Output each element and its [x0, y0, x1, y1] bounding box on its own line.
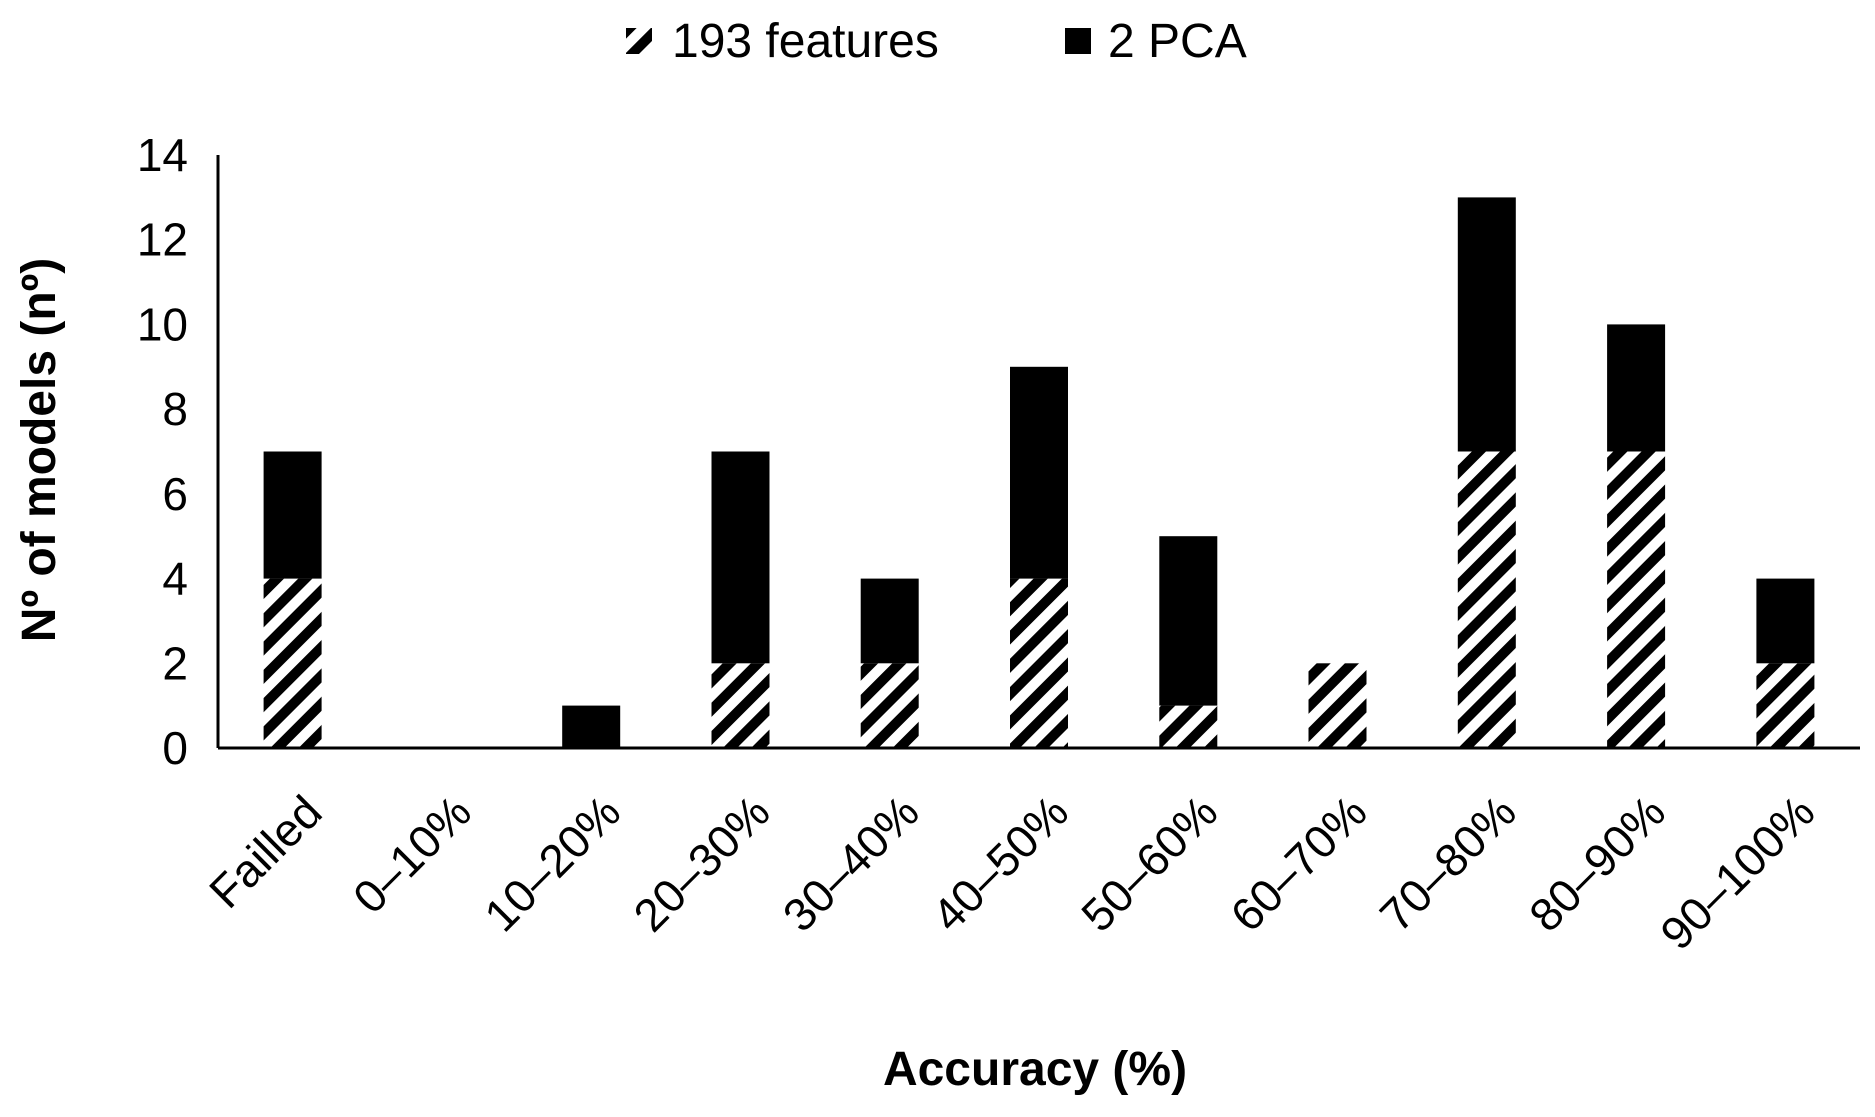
- x-tick-label: Failled: [199, 785, 332, 918]
- bar-features-8: [1457, 451, 1516, 748]
- y-tick-label: 14: [137, 129, 188, 181]
- x-tick-label: 50–60%: [1071, 785, 1227, 941]
- bar-features-7: [1308, 663, 1367, 748]
- bar-pca-0: [263, 451, 322, 579]
- y-tick-label: 0: [162, 722, 188, 774]
- x-tick-label: 40–50%: [922, 785, 1078, 941]
- x-tick-label: 80–90%: [1519, 785, 1675, 941]
- bar-pca-4: [860, 578, 919, 664]
- bar-pca-5: [1010, 366, 1068, 579]
- y-tick-label: 2: [162, 637, 188, 689]
- bar-pca-9: [1607, 324, 1666, 452]
- legend: 193 features 2 PCA: [626, 15, 1247, 68]
- bar-features-5: [1010, 578, 1068, 748]
- y-tick-label: 12: [137, 214, 188, 266]
- bars-group: [263, 197, 1815, 748]
- bar-features-0: [263, 578, 322, 748]
- x-tick-label: 60–70%: [1220, 785, 1376, 941]
- x-tick-label: 30–40%: [773, 785, 929, 941]
- y-tick-label: 8: [162, 383, 188, 435]
- bar-features-3: [711, 663, 770, 748]
- bar-features-9: [1607, 451, 1666, 748]
- legend-swatch-pca: [1065, 28, 1091, 54]
- legend-label-pca: 2 PCA: [1108, 15, 1247, 68]
- y-axis-title: Nº of models (nº): [13, 258, 66, 642]
- legend-label-features: 193 features: [672, 15, 939, 68]
- y-tick-label: 4: [162, 553, 188, 605]
- bar-pca-3: [711, 451, 770, 664]
- y-tick-label: 6: [162, 468, 188, 520]
- bar-features-6: [1159, 705, 1218, 748]
- bar-features-10: [1756, 663, 1815, 748]
- axes-group: [216, 155, 1860, 750]
- bar-features-4: [860, 663, 919, 748]
- bar-pca-10: [1756, 578, 1815, 664]
- x-tick-label: 0–10%: [343, 785, 481, 923]
- x-axis-title: Accuracy (%): [883, 1043, 1187, 1096]
- x-tick-label: 90–100%: [1650, 785, 1824, 959]
- bar-pca-8: [1457, 197, 1516, 452]
- x-tick-label: 20–30%: [623, 785, 779, 941]
- bar-pca-6: [1159, 536, 1218, 706]
- x-tick-label: 70–80%: [1370, 785, 1526, 941]
- x-tick-label: 10–20%: [474, 785, 630, 941]
- y-tick-label: 10: [137, 298, 188, 350]
- ticks-group: 0 2 4 6 8 10 12 14 Failled 0–10%10–20%20–30%30–40…: [137, 129, 1825, 960]
- legend-swatch-features: [626, 28, 652, 54]
- bar-pca-2: [562, 705, 621, 748]
